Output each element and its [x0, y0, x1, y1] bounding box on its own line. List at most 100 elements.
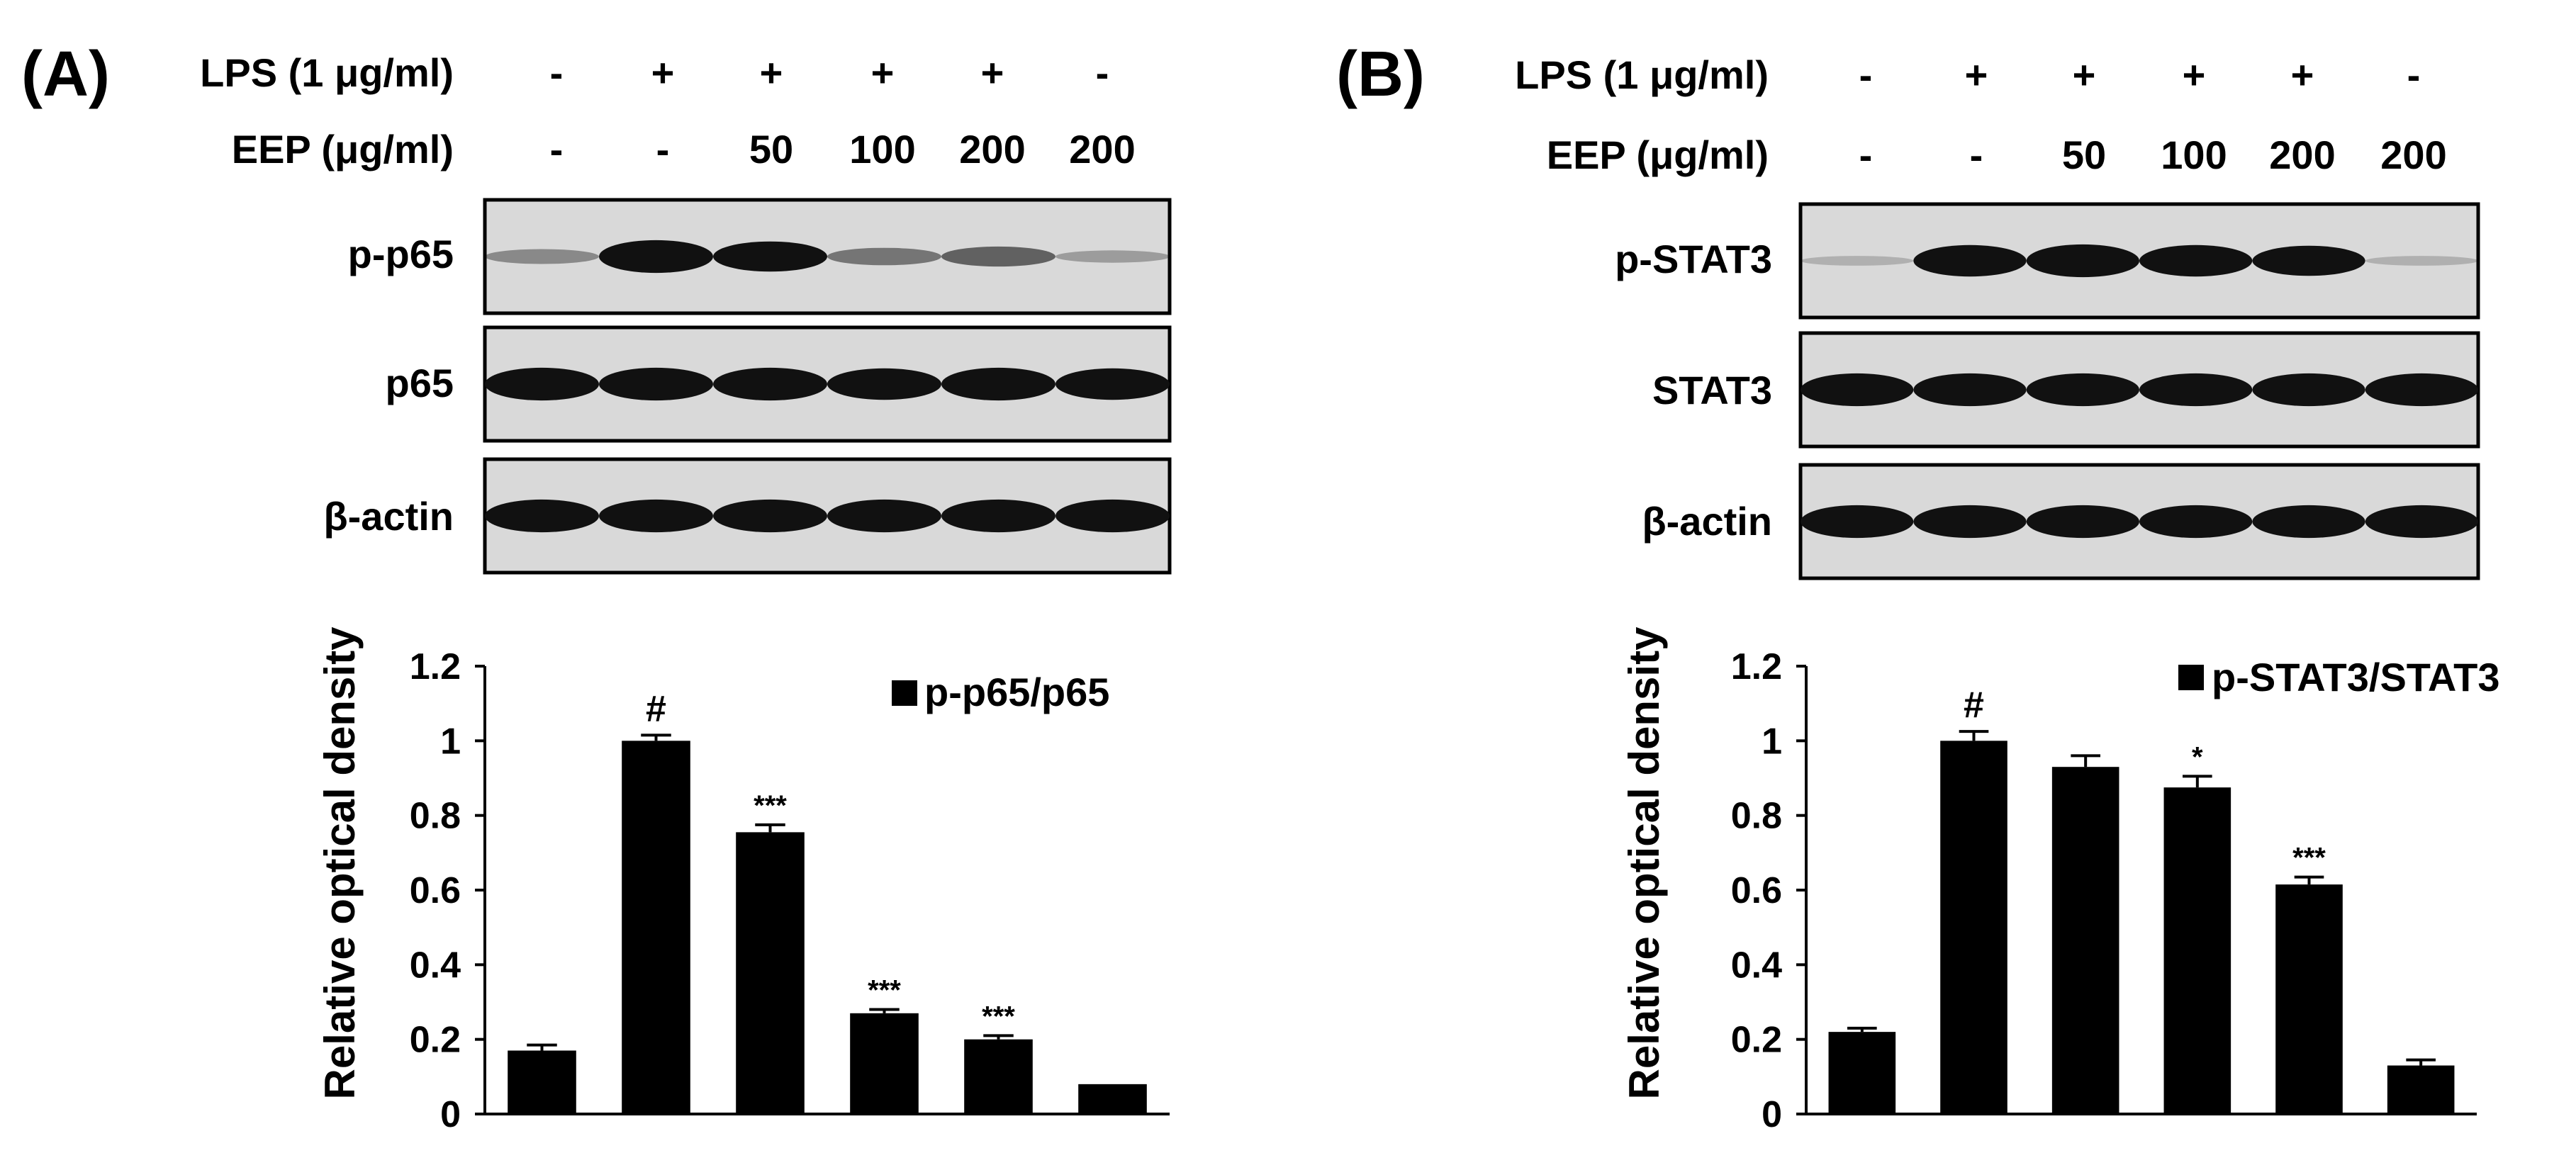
panel-a-legend: p-p65/p65: [892, 670, 1109, 714]
bar: [2387, 1065, 2455, 1114]
blot-label-stat3: STAT3: [1652, 368, 1772, 412]
blot-band: [1913, 244, 2027, 277]
bar: [1940, 741, 2007, 1114]
bar: [2275, 884, 2343, 1114]
panel-b-lps-sign: -: [2407, 52, 2421, 97]
bar: [736, 832, 805, 1114]
significance-marker: ***: [2292, 843, 2326, 874]
panel-a-eep-dose: -: [550, 127, 564, 171]
y-tick-label: 0: [440, 1094, 461, 1135]
legend-series-name: p-p65/p65: [924, 670, 1109, 714]
blot-band: [2252, 245, 2365, 276]
blot-band: [713, 499, 827, 533]
y-tick-label: 0.6: [410, 870, 461, 911]
blot-label-p65: p65: [386, 361, 454, 405]
blot-band: [1801, 505, 1914, 539]
blot-band: [485, 499, 599, 533]
blot-band: [2026, 244, 2139, 278]
blot-band: [2026, 505, 2139, 539]
panel-a-lps-label: LPS (1 μg/ml): [200, 50, 454, 95]
panel-a-eep-dose: -: [656, 127, 670, 171]
panel-b-lps-sign: +: [2183, 52, 2206, 97]
panel-b-eep-label: EEP (μg/ml): [1547, 133, 1769, 177]
panel-a-eep-dose: 100: [849, 127, 915, 171]
blot-band: [2365, 505, 2478, 539]
blot-band: [1055, 499, 1170, 533]
panel-b-eep-dose: 50: [2062, 133, 2106, 177]
y-tick-label: 1: [1762, 721, 1782, 762]
panel-a-y-axis-label: Relative optical density: [316, 626, 364, 1100]
blot-band: [941, 367, 1055, 401]
blot-p-stat3: [1798, 202, 2480, 320]
panel-a-lps-sign: +: [651, 50, 675, 95]
panel-a-chart: Relative optical density 0 0.2 0.4 0.6 0.8 1 1…: [316, 626, 1170, 1135]
panel-b-legend: p-STAT3/STAT3: [2178, 655, 2500, 699]
panel-b-eep-dose: 100: [2161, 133, 2227, 177]
blot-label-b-actin: β-actin: [323, 494, 454, 539]
significance-marker: ***: [982, 1001, 1015, 1032]
y-tick-label: 0.8: [1731, 796, 1782, 837]
panel-a-eep-dose: 200: [959, 127, 1025, 171]
y-tick-label: 0: [1762, 1094, 1782, 1135]
panel-b-eep-dose: -: [1970, 133, 1983, 177]
blot-band: [1801, 373, 1914, 407]
significance-marker: #: [1964, 685, 1984, 726]
bar: [1078, 1084, 1147, 1114]
legend-swatch: [892, 680, 917, 706]
panel-b-y-axis-label: Relative optical density: [1620, 626, 1668, 1100]
significance-marker: ***: [868, 975, 901, 1006]
bar: [850, 1013, 919, 1114]
panel-a: (A) LPS (1 μg/ml) EEP (μg/ml) - + + + + …: [21, 39, 1172, 1135]
panel-b-chart: Relative optical density 0 0.2 0.4 0.6 0.8 1 1…: [1620, 626, 2500, 1135]
panel-b-lps-sign: +: [2291, 52, 2314, 97]
y-tick-label: 0.2: [410, 1020, 461, 1061]
panel-b-label: (B): [1336, 39, 1425, 110]
blot-band: [2139, 505, 2253, 539]
panel-b-lps-sign: +: [2073, 52, 2096, 97]
panel-a-eep-dose: 200: [1069, 127, 1135, 171]
blot-band: [713, 241, 827, 272]
blot-band: [827, 368, 941, 400]
panel-a-label: (A): [21, 39, 110, 110]
blot-band: [2026, 373, 2139, 407]
blot-band: [485, 249, 599, 264]
blot-band: [713, 367, 827, 401]
panel-a-lps-sign: -: [550, 50, 564, 95]
y-tick-label: 0.6: [1731, 870, 1782, 911]
blot-label-b-actin: β-actin: [1642, 499, 1772, 544]
blot-band: [1055, 250, 1170, 263]
bar: [964, 1039, 1033, 1114]
blot-band: [941, 499, 1055, 533]
legend-swatch: [2178, 665, 2204, 690]
significance-marker: *: [2192, 741, 2203, 772]
panel-a-eep-dose: 50: [749, 127, 793, 171]
panel-a-lps-sign: -: [1096, 50, 1109, 95]
panel-b-lps-label: LPS (1 μg/ml): [1515, 52, 1769, 97]
blot-band: [827, 499, 941, 533]
y-tick-label: 1.2: [1731, 646, 1782, 687]
panel-a-lps-sign: +: [981, 50, 1004, 95]
panel-b-treatment-header: LPS (1 μg/ml) EEP (μg/ml) - + + + + - - …: [1515, 52, 2447, 177]
panel-a-lps-sign: +: [760, 50, 783, 95]
panel-b-blots: p-STAT3 STAT3 β-actin: [1615, 202, 2480, 580]
blot-band: [941, 246, 1055, 267]
blot-band: [599, 240, 713, 274]
blot-band: [1055, 368, 1170, 400]
bar: [2163, 787, 2231, 1114]
blot-band: [1913, 505, 2027, 539]
blot-band: [2139, 373, 2253, 407]
y-tick-label: 0.2: [1731, 1020, 1782, 1061]
panel-b-eep-dose: -: [1859, 133, 1873, 177]
blot-label-p-stat3: p-STAT3: [1615, 237, 1772, 281]
panel-a-lps-sign: +: [871, 50, 895, 95]
blot-label-p-p65: p-p65: [348, 232, 454, 276]
y-tick-label: 0.4: [410, 945, 461, 986]
bar: [2051, 767, 2119, 1114]
blot-band: [1801, 256, 1914, 266]
bar: [508, 1050, 576, 1114]
blot-band: [599, 367, 713, 401]
panel-a-blots: p-p65 p65 β-actin: [323, 198, 1172, 575]
panel-b-eep-dose: 200: [2380, 133, 2446, 177]
y-tick-label: 1.2: [410, 646, 461, 687]
